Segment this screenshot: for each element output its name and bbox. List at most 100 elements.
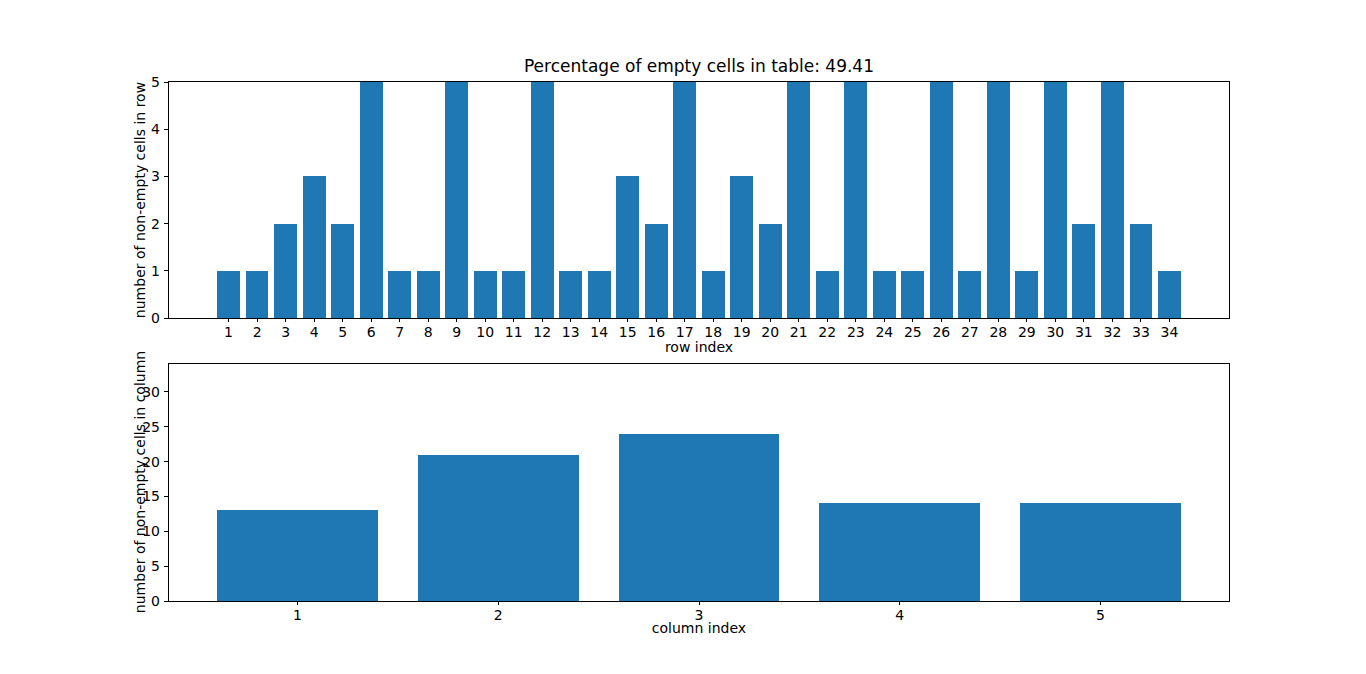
bar (474, 271, 497, 318)
bar (1101, 82, 1124, 318)
x-tick-mark (713, 318, 714, 322)
y-tick-mark (164, 391, 168, 392)
bar (217, 271, 240, 318)
bar (787, 82, 810, 318)
bar (1158, 271, 1181, 318)
bar (816, 271, 839, 318)
y-tick-mark (164, 270, 168, 271)
y-tick-label: 4 (110, 120, 160, 138)
x-tick-mark (798, 318, 799, 322)
x-tick-mark (399, 318, 400, 322)
chart-title: Percentage of empty cells in table: 49.4… (169, 56, 1229, 76)
x-tick-mark (371, 318, 372, 322)
x-tick-mark (314, 318, 315, 322)
bar (673, 82, 696, 318)
x-tick-mark (1112, 318, 1113, 322)
y-tick-mark (164, 531, 168, 532)
bar (958, 271, 981, 318)
x-tick-mark (498, 601, 499, 605)
bar (819, 503, 980, 601)
x-tick-mark (1169, 318, 1170, 322)
y-tick-label: 15 (110, 487, 160, 505)
bar (388, 271, 411, 318)
x-tick-label: 34 (1147, 324, 1191, 340)
x-tick-label: 1 (275, 607, 319, 623)
y-tick-mark (164, 82, 168, 83)
x-tick-label: 2 (476, 607, 520, 623)
bar (531, 82, 554, 318)
bar (1020, 503, 1181, 601)
x-tick-mark (1055, 318, 1056, 322)
y-tick-label: 0 (110, 309, 160, 327)
x-tick-mark (1083, 318, 1084, 322)
bar (873, 271, 896, 318)
x-tick-mark (257, 318, 258, 322)
x-tick-label: 3 (677, 607, 721, 623)
bar (217, 510, 378, 601)
x-tick-mark (899, 601, 900, 605)
y-tick-mark (164, 496, 168, 497)
x-tick-mark (941, 318, 942, 322)
bar (730, 176, 753, 318)
bar (502, 271, 525, 318)
x-tick-mark (485, 318, 486, 322)
x-tick-mark (285, 318, 286, 322)
x-tick-mark (656, 318, 657, 322)
row-bar-chart (168, 81, 1230, 319)
bar (702, 271, 725, 318)
x-tick-mark (456, 318, 457, 322)
y-tick-label: 20 (110, 453, 160, 471)
bar (987, 82, 1010, 318)
y-tick-mark (164, 223, 168, 224)
x-tick-mark (428, 318, 429, 322)
row-chart-x-axis-label: row index (169, 339, 1229, 356)
x-tick-mark (998, 318, 999, 322)
x-tick-mark (297, 601, 298, 605)
x-tick-mark (342, 318, 343, 322)
x-tick-mark (884, 318, 885, 322)
x-tick-mark (1026, 318, 1027, 322)
figure-canvas: Percentage of empty cells in table: 49.4… (0, 0, 1366, 674)
bar (246, 271, 269, 318)
y-tick-label: 5 (110, 557, 160, 575)
bar (901, 271, 924, 318)
y-tick-mark (164, 176, 168, 177)
bar (417, 271, 440, 318)
bar (930, 82, 953, 318)
row-chart-y-axis-label: number of non-empty cells in row (132, 82, 149, 318)
x-tick-mark (542, 318, 543, 322)
bar (844, 82, 867, 318)
column-bar-chart (168, 363, 1230, 602)
x-tick-label: 5 (1079, 607, 1123, 623)
bar (418, 455, 579, 601)
y-tick-label: 2 (110, 215, 160, 233)
bar (588, 271, 611, 318)
y-tick-mark (164, 318, 168, 319)
bar (559, 271, 582, 318)
x-tick-mark (599, 318, 600, 322)
x-tick-mark (969, 318, 970, 322)
x-tick-label: 4 (878, 607, 922, 623)
x-tick-mark (699, 601, 700, 605)
x-tick-mark (912, 318, 913, 322)
x-tick-mark (684, 318, 685, 322)
x-tick-mark (570, 318, 571, 322)
bar (274, 224, 297, 318)
bar (360, 82, 383, 318)
x-tick-mark (1140, 318, 1141, 322)
bar (1044, 82, 1067, 318)
x-tick-mark (770, 318, 771, 322)
x-tick-mark (741, 318, 742, 322)
y-tick-label: 1 (110, 262, 160, 280)
bar (331, 224, 354, 318)
bar (1072, 224, 1095, 318)
bar (616, 176, 639, 318)
x-tick-mark (228, 318, 229, 322)
bar (645, 224, 668, 318)
y-tick-label: 10 (110, 522, 160, 540)
y-tick-mark (164, 601, 168, 602)
bar (1015, 271, 1038, 318)
y-tick-mark (164, 566, 168, 567)
y-tick-label: 30 (110, 383, 160, 401)
x-tick-mark (1100, 601, 1101, 605)
